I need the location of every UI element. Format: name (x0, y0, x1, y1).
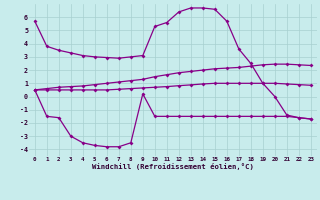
X-axis label: Windchill (Refroidissement éolien,°C): Windchill (Refroidissement éolien,°C) (92, 163, 254, 170)
